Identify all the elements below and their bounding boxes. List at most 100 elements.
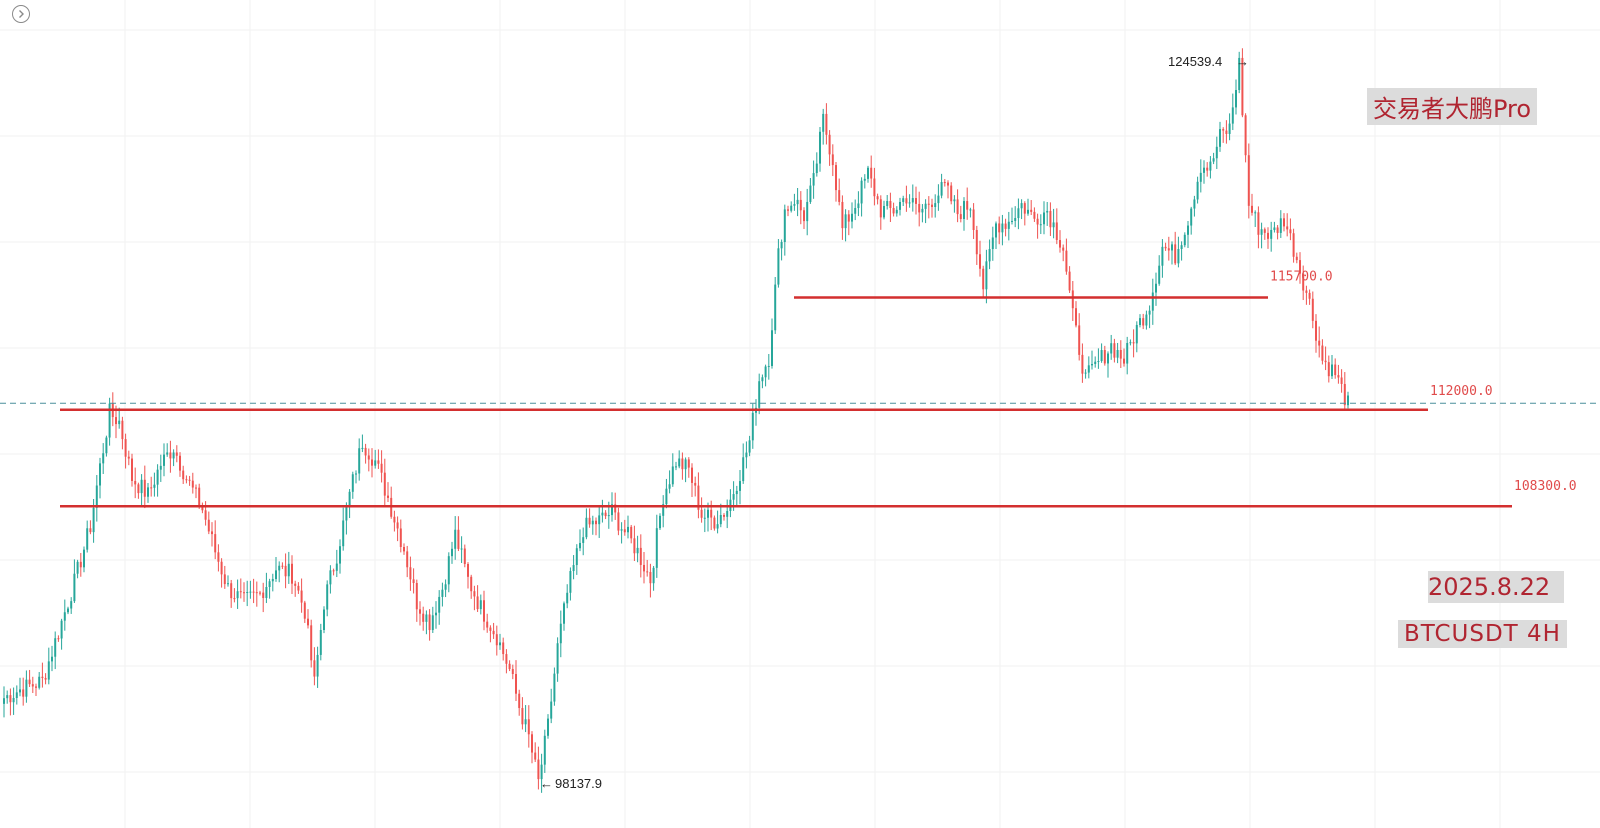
candle: [511, 664, 514, 680]
candle: [99, 457, 101, 499]
candle: [1244, 113, 1247, 163]
candle: [998, 216, 1001, 245]
candle: [687, 457, 690, 478]
candle: [249, 580, 252, 599]
candle: [815, 152, 818, 177]
candle: [908, 194, 911, 208]
candle: [361, 434, 364, 453]
candle: [911, 184, 914, 212]
candle: [486, 613, 489, 633]
candle: [547, 714, 549, 739]
candle: [444, 579, 447, 598]
candle: [329, 565, 332, 594]
candle: [1068, 266, 1071, 293]
candle: [985, 249, 988, 304]
candle: [780, 239, 783, 261]
candle: [1327, 355, 1330, 383]
candle: [1305, 285, 1308, 305]
candle: [646, 559, 649, 577]
candle: [902, 195, 905, 207]
candle: [860, 177, 863, 217]
candle: [524, 705, 527, 733]
candle: [1113, 338, 1116, 363]
candle: [713, 515, 716, 531]
candle: [435, 601, 437, 629]
candle: [585, 508, 588, 540]
candle: [28, 669, 31, 688]
candle: [294, 580, 297, 597]
candle: [1135, 321, 1138, 353]
candle: [409, 556, 412, 591]
candle: [108, 397, 111, 446]
candle: [972, 203, 975, 240]
candle: [1238, 51, 1241, 94]
candle: [633, 525, 636, 562]
candle: [828, 130, 831, 166]
candle: [540, 753, 543, 793]
candle: [1116, 342, 1119, 364]
candle: [1203, 160, 1205, 184]
candle: [895, 206, 898, 217]
candle: [1142, 313, 1145, 330]
candle: [252, 578, 255, 604]
candle: [831, 144, 834, 177]
candle: [399, 519, 402, 553]
candle: [1078, 313, 1081, 361]
collapse-toggle-button[interactable]: [12, 5, 30, 23]
candle: [463, 544, 466, 568]
candle: [271, 573, 274, 592]
candle: [79, 552, 82, 577]
candle: [89, 520, 92, 535]
candle: [966, 187, 969, 220]
candle: [844, 209, 847, 242]
candle: [1161, 239, 1164, 278]
candle: [179, 452, 181, 477]
candle: [134, 467, 137, 499]
candle: [1158, 255, 1161, 286]
candle: [1228, 113, 1231, 141]
candle: [342, 507, 345, 551]
candle: [255, 581, 258, 607]
candle: [1279, 210, 1282, 238]
candle: [191, 472, 194, 494]
candle: [527, 705, 530, 748]
symbol-annotation: BTCUSDT 4H: [1398, 620, 1567, 648]
candle: [1071, 280, 1074, 321]
candle: [1107, 351, 1109, 378]
candle: [566, 584, 569, 609]
candle: [1286, 213, 1289, 237]
candle: [268, 578, 271, 599]
candle: [783, 204, 786, 256]
candle: [1081, 343, 1084, 383]
candle: [1075, 301, 1077, 328]
candle: [76, 559, 79, 579]
candle: [47, 647, 50, 685]
candle: [387, 482, 389, 502]
candle: [1321, 339, 1324, 365]
candle: [492, 622, 495, 639]
candle: [809, 178, 812, 204]
candle: [1033, 207, 1036, 222]
candle: [915, 186, 917, 215]
candle: [905, 185, 908, 212]
candle: [1318, 326, 1321, 358]
candle: [579, 529, 581, 552]
candle: [172, 449, 175, 467]
candle: [1151, 278, 1154, 325]
candle: [947, 180, 949, 199]
candle: [620, 522, 623, 544]
candle: [1247, 143, 1250, 219]
candle: [1020, 199, 1023, 220]
date-annotation: 2025.8.22: [1428, 571, 1565, 603]
candle: [1209, 156, 1212, 179]
candle: [1139, 314, 1141, 328]
candle: [1155, 272, 1157, 306]
candle: [1308, 289, 1311, 305]
candle: [1062, 244, 1065, 262]
candle: [537, 746, 540, 790]
candle: [425, 610, 428, 635]
candle: [1097, 348, 1100, 369]
candle: [345, 502, 348, 535]
candle: [671, 453, 674, 487]
